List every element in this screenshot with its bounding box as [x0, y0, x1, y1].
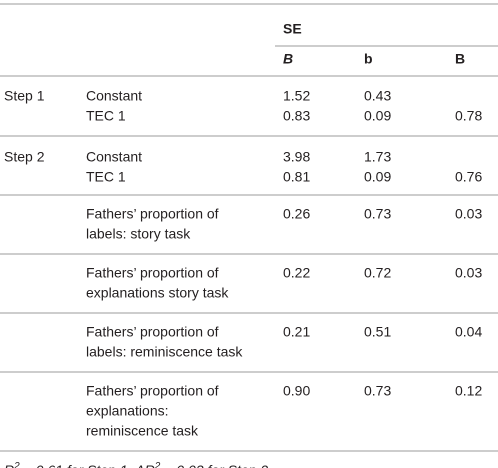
- row-label: labels: reminiscence task: [86, 344, 243, 360]
- row-label: Fathers’ proportion of: [86, 265, 219, 281]
- step-label: Step 2: [4, 149, 45, 165]
- cell: 0.21: [283, 324, 310, 340]
- row-label: reminiscence task: [86, 423, 199, 439]
- row-label: labels: story task: [86, 226, 191, 242]
- row-label: Constant: [86, 88, 142, 104]
- cell: 0.03: [455, 206, 482, 222]
- cell: 0.90: [283, 383, 310, 399]
- step-label: Step 1: [4, 88, 45, 104]
- cell: 0.73: [364, 383, 391, 399]
- cell: 0.43: [364, 88, 391, 104]
- group-header: SE: [283, 21, 302, 37]
- cell: 0.72: [364, 265, 391, 281]
- cell: 0.81: [283, 169, 310, 185]
- cell: 0.03: [455, 265, 482, 281]
- column-header: B: [283, 51, 293, 67]
- cell: 0.51: [364, 324, 391, 340]
- cell: 0.26: [283, 206, 310, 222]
- footnote-part: R: [145, 462, 155, 468]
- cell: 0.22: [283, 265, 310, 281]
- row-label: Constant: [86, 149, 142, 165]
- superscript: 2: [13, 461, 20, 468]
- cell: 0.04: [455, 324, 482, 340]
- row-label: explanations story task: [86, 285, 229, 301]
- footnote-part: = 0.61 for Step 1, Δ: [20, 462, 145, 468]
- cell: 0.09: [364, 169, 391, 185]
- cell: 0.78: [455, 108, 482, 124]
- cell: 0.09: [364, 108, 391, 124]
- cell: 1.52: [283, 88, 310, 104]
- row-label: TEC 1: [86, 169, 126, 185]
- superscript: 2: [154, 461, 161, 468]
- row-label: Fathers’ proportion of: [86, 383, 219, 399]
- footnote: R2 = 0.61 for Step 1, ΔR2 = 0.03 for Ste…: [4, 461, 272, 468]
- column-header: b: [364, 51, 373, 67]
- row-label: explanations:: [86, 403, 169, 419]
- column-header: B: [455, 51, 465, 67]
- cell: 0.73: [364, 206, 391, 222]
- row-label: Fathers’ proportion of: [86, 324, 219, 340]
- row-label: Fathers’ proportion of: [86, 206, 219, 222]
- footnote-part: = 0.03 for Step 2.: [160, 462, 272, 468]
- footnote-part: R: [4, 462, 14, 468]
- row-label: TEC 1: [86, 108, 126, 124]
- cell: 0.83: [283, 108, 310, 124]
- cell: 1.73: [364, 149, 391, 165]
- cell: 0.12: [455, 383, 482, 399]
- cell: 3.98: [283, 149, 310, 165]
- cell: 0.76: [455, 169, 482, 185]
